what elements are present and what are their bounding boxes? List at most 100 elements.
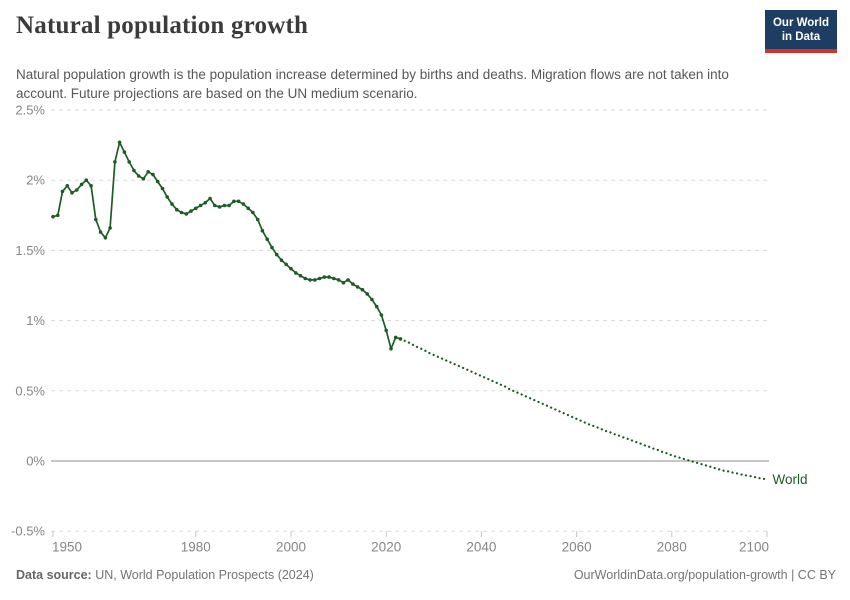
y-tick-label: 1.5% (15, 243, 45, 258)
data-point (51, 214, 55, 219)
data-point (308, 278, 312, 282)
data-source: Data source: UN, World Population Prospe… (16, 568, 314, 582)
data-point (365, 292, 370, 296)
data-point (132, 168, 136, 173)
x-tick-label: 2080 (657, 540, 687, 555)
data-point (160, 186, 165, 191)
y-tick-label: 0% (26, 454, 45, 469)
owid-logo-line1: Our World (772, 17, 829, 29)
data-point (360, 287, 365, 292)
data-point (179, 210, 184, 215)
data-point (274, 252, 279, 257)
data-point (332, 276, 336, 281)
data-point (136, 174, 141, 178)
data-point (122, 150, 127, 154)
data-point (56, 213, 60, 218)
data-point (141, 177, 146, 181)
chart-subtitle: Natural population growth is the populat… (16, 66, 729, 102)
owid-url-link[interactable]: OurWorldinData.org/population-growth | C… (573, 568, 836, 582)
data-point (241, 202, 246, 206)
data-point (103, 236, 108, 240)
data-point (384, 328, 389, 333)
y-tick-label: 2% (26, 173, 45, 188)
data-point (313, 278, 317, 282)
data-point (60, 189, 65, 194)
data-point (260, 228, 265, 233)
data-point (389, 346, 393, 351)
data-point (298, 273, 303, 278)
data-point (213, 203, 217, 208)
data-point (208, 196, 212, 201)
data-point (265, 237, 270, 241)
data-point (327, 275, 331, 279)
data-point (227, 203, 231, 208)
data-point (127, 160, 131, 164)
data-point (203, 200, 208, 205)
data-point (351, 282, 355, 286)
data-point (89, 184, 93, 188)
x-tick-label: 2040 (466, 540, 496, 555)
data-source-label: Data source: (16, 568, 92, 582)
data-point (217, 205, 222, 209)
data-point (165, 195, 169, 199)
chart-canvas: -0.5% 0% 0.5% 1% 1.5% 2% 2.5% 1950 1980 2000 2020 2… (11, 103, 808, 555)
data-point (75, 188, 79, 192)
owid-logo-line2: in Data (781, 30, 821, 43)
data-point (94, 217, 98, 222)
data-point (317, 276, 322, 281)
data-point (294, 271, 298, 275)
data-point (84, 178, 89, 182)
data-point (251, 210, 255, 215)
data-point (175, 207, 179, 212)
data-point (255, 217, 260, 222)
data-point (146, 170, 150, 174)
data-point (355, 285, 360, 289)
owid-logo[interactable]: Our World in Data (764, 10, 837, 54)
y-tick-label: 1% (26, 313, 45, 328)
data-point (194, 206, 198, 211)
data-point (151, 172, 155, 177)
data-point (184, 212, 189, 216)
y-tick-label: -0.5% (11, 524, 45, 539)
data-point (155, 179, 160, 184)
data-point (189, 209, 193, 213)
chart-footer: Data source: UN, World Population Prospe… (16, 568, 836, 582)
data-point (322, 275, 327, 279)
data-point (232, 199, 236, 204)
series-line-historical (52, 141, 401, 350)
data-point (284, 262, 289, 267)
data-point (279, 258, 284, 263)
data-point (108, 226, 112, 230)
data-point (198, 203, 203, 208)
data-point (117, 140, 122, 145)
x-tick-label: 1980 (181, 540, 211, 555)
data-point (379, 313, 384, 317)
data-point (341, 280, 346, 285)
data-point (289, 266, 293, 271)
data-source-text: UN, World Population Prospects (2024) (91, 568, 314, 582)
data-point (79, 182, 84, 187)
x-tick-label: 1950 (52, 540, 82, 555)
series-line-projection (399, 337, 769, 481)
data-point (303, 276, 308, 281)
data-point (113, 160, 117, 164)
data-point (374, 304, 379, 309)
data-point (336, 278, 341, 282)
data-point (270, 245, 274, 250)
page-title: Natural population growth (16, 12, 309, 39)
data-point (170, 202, 174, 206)
x-tick-label: 2000 (276, 540, 306, 555)
data-point (70, 191, 74, 195)
x-tick-label: 2100 (739, 540, 769, 555)
x-tick-label: 2060 (562, 540, 592, 555)
data-point (246, 206, 250, 211)
series-label-world: World (773, 472, 808, 487)
data-point (370, 297, 374, 302)
data-point (236, 199, 241, 204)
data-point (98, 230, 103, 234)
data-point (346, 278, 350, 282)
data-point (222, 203, 227, 208)
y-tick-label: 0.5% (15, 383, 45, 398)
x-tick-label: 2020 (371, 540, 401, 555)
data-point (65, 184, 70, 188)
